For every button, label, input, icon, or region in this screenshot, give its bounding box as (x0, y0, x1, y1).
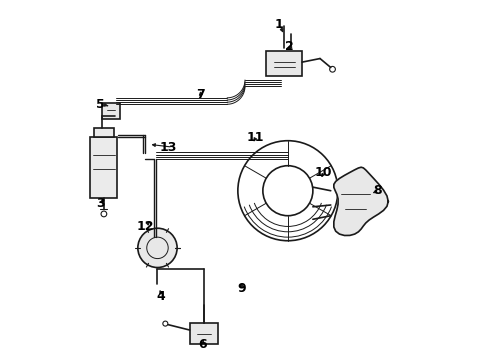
Circle shape (138, 228, 177, 267)
Text: 10: 10 (315, 166, 332, 179)
FancyBboxPatch shape (102, 103, 120, 119)
Text: 13: 13 (160, 141, 177, 154)
Text: 8: 8 (373, 184, 382, 197)
Text: 3: 3 (96, 197, 105, 210)
Text: 2: 2 (285, 40, 294, 53)
Text: 12: 12 (136, 220, 154, 233)
FancyBboxPatch shape (267, 51, 302, 76)
Text: 7: 7 (196, 88, 205, 101)
Text: 5: 5 (96, 99, 105, 112)
FancyBboxPatch shape (90, 137, 117, 198)
FancyBboxPatch shape (94, 128, 114, 137)
FancyBboxPatch shape (190, 323, 218, 344)
Polygon shape (334, 167, 388, 235)
Text: 1: 1 (274, 18, 283, 31)
Text: 9: 9 (237, 283, 246, 296)
Text: 4: 4 (157, 289, 166, 303)
Text: 11: 11 (247, 131, 265, 144)
Text: 6: 6 (198, 338, 206, 351)
